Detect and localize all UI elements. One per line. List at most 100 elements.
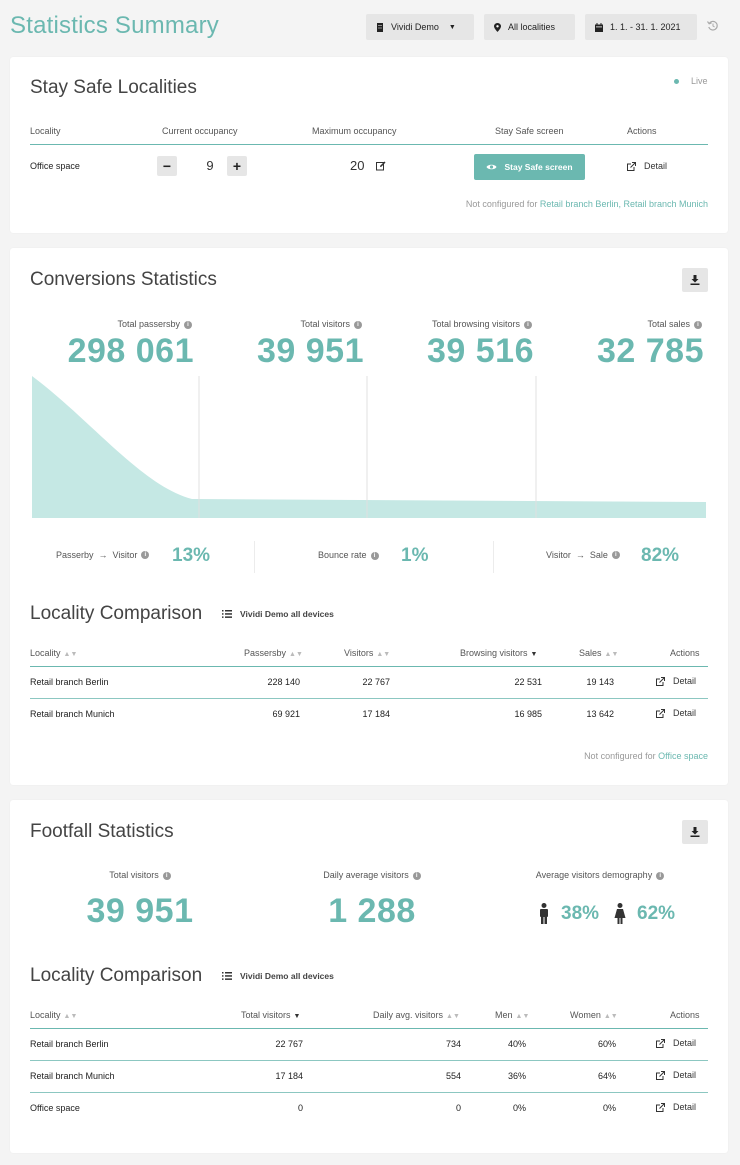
reset-history-icon[interactable]: [707, 20, 719, 35]
row-women: 64%: [597, 1071, 616, 1081]
stat-value-daily-average: 1 288: [328, 892, 416, 930]
column-header-text: Sales: [579, 648, 602, 658]
locality-filter-button[interactable]: All localities: [484, 14, 575, 40]
column-header-locality: Locality: [30, 126, 61, 136]
stay-safe-screen-label: Stay Safe screen: [504, 162, 573, 172]
column-header-visitors[interactable]: Visitors ▲▼: [344, 648, 390, 658]
organization-label: Vividi Demo: [391, 22, 439, 32]
rate-label-part: Visitor: [112, 550, 138, 560]
column-header-text: Men: [495, 1010, 513, 1020]
row-men: 40%: [507, 1039, 526, 1049]
detail-label: Detail: [673, 708, 697, 718]
stat-label-visitors: Total visitors i: [252, 319, 362, 329]
increase-occupancy-button[interactable]: +: [227, 156, 247, 176]
column-header-sales[interactable]: Sales ▲▼: [579, 648, 618, 658]
sort-icon: ▲▼: [604, 651, 619, 658]
detail-label: Detail: [673, 1102, 697, 1112]
column-header-stay-safe-screen: Stay Safe screen: [495, 126, 564, 136]
column-header-browsing[interactable]: Browsing visitors ▼: [460, 648, 537, 658]
stat-value-total-visitors: 39 951: [86, 892, 194, 930]
info-icon[interactable]: i: [694, 320, 702, 329]
not-configured-prefix: Not configured for: [465, 199, 538, 209]
info-icon[interactable]: i: [412, 871, 421, 880]
live-status-dot: [674, 79, 679, 84]
info-icon[interactable]: i: [524, 320, 532, 329]
column-header-text: Visitors: [344, 648, 374, 658]
date-range-button[interactable]: 1. 1. - 31. 1. 2021: [585, 14, 697, 40]
rate-divider: [493, 541, 494, 573]
column-header-total-visitors[interactable]: Total visitors ▼: [241, 1010, 300, 1020]
building-icon: [377, 22, 383, 32]
rate-label-text: Bounce rate: [318, 550, 367, 560]
arrow-right-icon: →: [575, 550, 585, 560]
row-detail-link[interactable]: Detail: [656, 676, 696, 686]
column-header-text: Locality: [30, 1010, 61, 1020]
row-detail-link[interactable]: Detail: [656, 708, 696, 718]
row-total-visitors: 17 184: [275, 1071, 303, 1081]
info-icon[interactable]: i: [184, 320, 192, 329]
stat-label-browsing: Total browsing visitors i: [390, 319, 532, 329]
download-button[interactable]: [682, 268, 708, 292]
stat-label-daily-average: Daily average visitors i: [282, 870, 462, 880]
row-detail-link[interactable]: Detail: [656, 1038, 696, 1048]
external-link-icon: [656, 1102, 665, 1112]
row-visitors: 22 767: [362, 677, 390, 687]
column-header-text: Locality: [30, 648, 61, 658]
sort-icon: ▲▼: [63, 1013, 78, 1020]
stay-safe-card: Stay Safe Localities Live Locality Curre…: [10, 57, 728, 233]
info-icon[interactable]: i: [611, 551, 620, 559]
not-configured-link[interactable]: Office space: [658, 751, 708, 761]
comparison-source-label: Vividi Demo all devices: [240, 609, 334, 619]
not-configured-note: Not configured for Office space: [390, 751, 708, 761]
column-header-locality[interactable]: Locality ▲▼: [30, 648, 77, 658]
women-percentage: 62%: [637, 903, 676, 924]
locality-filter-label: All localities: [508, 22, 556, 32]
not-configured-links[interactable]: Retail branch Berlin, Retail branch Muni…: [539, 199, 708, 209]
column-header-daily-average[interactable]: Daily avg. visitors ▲▼: [373, 1010, 460, 1020]
row-men: 0%: [512, 1103, 526, 1113]
decrease-occupancy-button[interactable]: −: [157, 156, 177, 176]
stay-safe-detail-link[interactable]: Detail: [627, 161, 667, 171]
column-header-passersby[interactable]: Passersby ▲▼: [244, 648, 303, 658]
conversion-funnel: [32, 376, 706, 518]
column-header-maximum-occupancy: Maximum occupancy: [312, 126, 397, 136]
download-icon: [690, 827, 700, 837]
stay-safe-screen-button[interactable]: Stay Safe screen: [474, 154, 585, 180]
live-status-label: Live: [691, 76, 708, 86]
rate-value-passerby-visitor: 13%: [172, 545, 211, 566]
column-header-locality[interactable]: Locality ▲▼: [30, 1010, 77, 1020]
comparison-source-button[interactable]: Vividi Demo all devices: [222, 609, 334, 619]
row-detail-link[interactable]: Detail: [656, 1070, 696, 1080]
stat-label-text: Daily average visitors: [323, 870, 409, 880]
info-icon[interactable]: i: [162, 871, 171, 880]
info-icon[interactable]: i: [370, 551, 379, 560]
row-women: 0%: [602, 1103, 616, 1113]
info-icon[interactable]: i: [656, 871, 665, 880]
column-header-women[interactable]: Women ▲▼: [570, 1010, 618, 1020]
row-detail-link[interactable]: Detail: [656, 1102, 696, 1112]
rate-label-part: Passerby: [56, 550, 94, 560]
comparison-source-button[interactable]: Vividi Demo all devices: [222, 971, 334, 981]
rate-label-bounce: Bounce rate i: [318, 550, 379, 560]
header-divider: [30, 1028, 708, 1029]
organization-dropdown[interactable]: Vividi Demo ▼: [366, 14, 474, 40]
stat-label-text: Total visitors: [109, 870, 159, 880]
sort-icon: ▲▼: [446, 1013, 460, 1020]
row-passersby: 228 140: [267, 677, 300, 687]
rate-label-visitor-sale: Visitor → Sale i: [546, 550, 620, 560]
rate-label-passerby-visitor: Passerby → Visitor i: [56, 550, 150, 560]
info-icon[interactable]: i: [141, 551, 150, 559]
footfall-comparison-title: Locality Comparison: [30, 965, 203, 986]
stat-label-text: Total sales: [647, 319, 690, 329]
row-sales: 13 642: [586, 709, 614, 719]
info-icon[interactable]: i: [354, 320, 362, 329]
download-button[interactable]: [682, 820, 708, 844]
date-range-label: 1. 1. - 31. 1. 2021: [610, 22, 681, 32]
comparison-source-label: Vividi Demo all devices: [240, 971, 334, 981]
edit-maximum-icon[interactable]: [376, 161, 386, 174]
column-header-text: Daily avg. visitors: [373, 1010, 444, 1020]
external-link-icon: [656, 676, 665, 686]
row-women: 60%: [597, 1039, 616, 1049]
column-header-men[interactable]: Men ▲▼: [495, 1010, 529, 1020]
footfall-title: Footfall Statistics: [30, 821, 174, 842]
